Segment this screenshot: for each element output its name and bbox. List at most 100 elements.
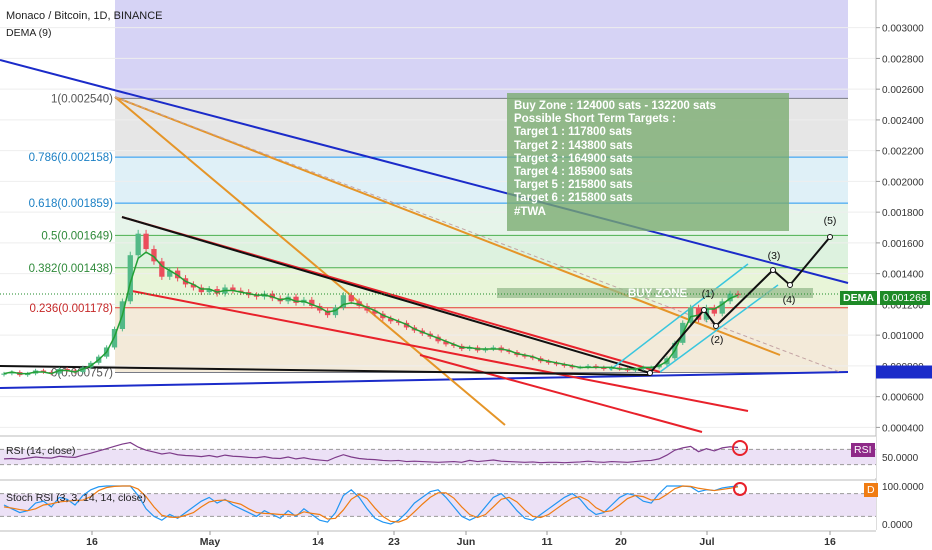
orange-fan-line — [114, 96, 506, 426]
y-tick-label: 0.001000 — [882, 331, 924, 342]
cyan-channel-bottom — [659, 284, 779, 373]
candle-body — [9, 372, 15, 374]
candle-body — [340, 295, 347, 308]
candle-body — [253, 295, 260, 297]
fib-level-label: 0.786(0.002158) — [29, 152, 114, 164]
note-line: Target 1 : 117800 sats — [514, 126, 633, 139]
wave-point — [770, 267, 776, 273]
stoch-highlight-circle — [733, 482, 747, 496]
analysis-note: Buy Zone : 124000 sats - 132200 sats Pos… — [507, 93, 789, 231]
candle-body — [522, 355, 528, 357]
candle-body — [711, 307, 717, 314]
y-tick-label: 0.000400 — [882, 423, 924, 434]
candle-body — [238, 290, 244, 293]
wave-point — [787, 282, 793, 288]
rsi-tag: RSI — [851, 443, 875, 457]
x-tick-label: 16 — [824, 536, 836, 548]
buy-zone-rect — [497, 288, 813, 298]
note-line: Target 5 : 215800 sats — [514, 179, 633, 192]
x-tick-label: 16 — [86, 536, 98, 548]
y-tick-label: 0.001800 — [882, 208, 924, 219]
stoch-tick-label: 100.0000 — [882, 482, 924, 493]
rsi-panel-bg — [0, 436, 876, 478]
candle-body — [569, 365, 575, 368]
stoch-d-tag: D — [864, 483, 878, 497]
wave-point — [647, 370, 653, 376]
y-tick-label: 0.000600 — [882, 393, 924, 404]
black-resistance-line — [121, 216, 651, 374]
candle-body — [167, 270, 173, 277]
rsi-tick-label: 50.0000 — [882, 453, 919, 464]
stoch-d-line — [3, 485, 739, 523]
candle-body — [443, 341, 449, 345]
candle-body — [293, 296, 299, 303]
fib-level-label: 0.618(0.001859) — [29, 198, 114, 210]
rsi-label: RSI (14, close) — [6, 445, 76, 457]
note-line: Target 2 : 143800 sats — [514, 139, 633, 152]
candle-body — [206, 289, 212, 293]
candle-body — [127, 255, 133, 302]
x-tick-label: May — [200, 536, 221, 548]
stoch-tick-label: 0.0000 — [882, 520, 913, 531]
wave-point — [827, 234, 833, 240]
note-line: Possible Short Term Targets : — [514, 113, 676, 126]
candle-body — [545, 361, 552, 363]
candle-body — [490, 347, 496, 349]
blue-support-line — [0, 371, 849, 389]
fib-level-label: 1(0.002540) — [51, 93, 113, 105]
note-line: Buy Zone : 124000 sats - 132200 sats — [514, 100, 717, 112]
indicator-label: DEMA (9) — [6, 27, 52, 39]
y-tick-label: 0.001200 — [882, 300, 924, 311]
candle-body — [348, 295, 354, 302]
candle-body — [609, 367, 615, 369]
candle-body — [561, 364, 568, 366]
candle-body — [269, 293, 275, 299]
candle-body — [25, 373, 31, 376]
candle-body — [553, 362, 560, 365]
cyan-channel-top — [609, 263, 749, 371]
dema-line — [3, 251, 739, 375]
red-channel-bottom — [131, 290, 749, 412]
candle-body — [151, 249, 157, 262]
candle-body — [135, 233, 141, 256]
stoch-rsi-label: Stoch RSI (3, 3, 14, 14, close) — [6, 492, 147, 504]
candle-body — [632, 368, 639, 371]
candle-body — [585, 365, 591, 368]
candle-body — [190, 284, 197, 288]
candle-body — [324, 310, 331, 316]
candle-body — [388, 318, 394, 322]
candle-body — [624, 368, 631, 371]
wave-label: (5) — [824, 215, 837, 227]
note-line: Target 6 : 215800 sats — [514, 192, 633, 205]
wave-label: (3) — [768, 250, 781, 262]
chart-title: Monaco / Bitcoin, 1D, BINANCE — [6, 10, 163, 22]
rsi-band — [0, 449, 876, 465]
y-tick-label: 0.003000 — [882, 24, 924, 35]
candle-body — [719, 301, 725, 314]
y-tick-label: 0.002600 — [882, 85, 924, 96]
candle-body — [482, 348, 489, 351]
y-tick-label: 0.001400 — [882, 270, 924, 281]
candle-body — [309, 299, 315, 306]
fib-level-label: 0.5(0.001649) — [41, 230, 113, 242]
candle-body — [64, 368, 70, 371]
candle-body — [695, 307, 702, 320]
rsi-highlight-circle — [732, 440, 748, 456]
x-tick-label: Jun — [457, 536, 476, 548]
x-tick-label: 14 — [312, 536, 324, 548]
blue-trendline — [0, 59, 849, 284]
rsi-line — [3, 441, 739, 464]
x-tick-label: 20 — [615, 536, 627, 548]
candle-body — [593, 365, 599, 368]
wave-label: (2) — [711, 334, 724, 346]
note-line: Target 3 : 164900 sats — [514, 152, 633, 165]
y-tick-label: 0.002400 — [882, 116, 924, 127]
wave-point — [713, 323, 719, 329]
fib-zone-top — [115, 0, 848, 99]
orange-channel-line — [114, 96, 781, 356]
x-tick-label: Jul — [699, 536, 714, 548]
time-axis-bg — [0, 531, 932, 550]
elliott-wave-path — [649, 236, 831, 374]
y-tick-label: 0.001600 — [882, 239, 924, 250]
